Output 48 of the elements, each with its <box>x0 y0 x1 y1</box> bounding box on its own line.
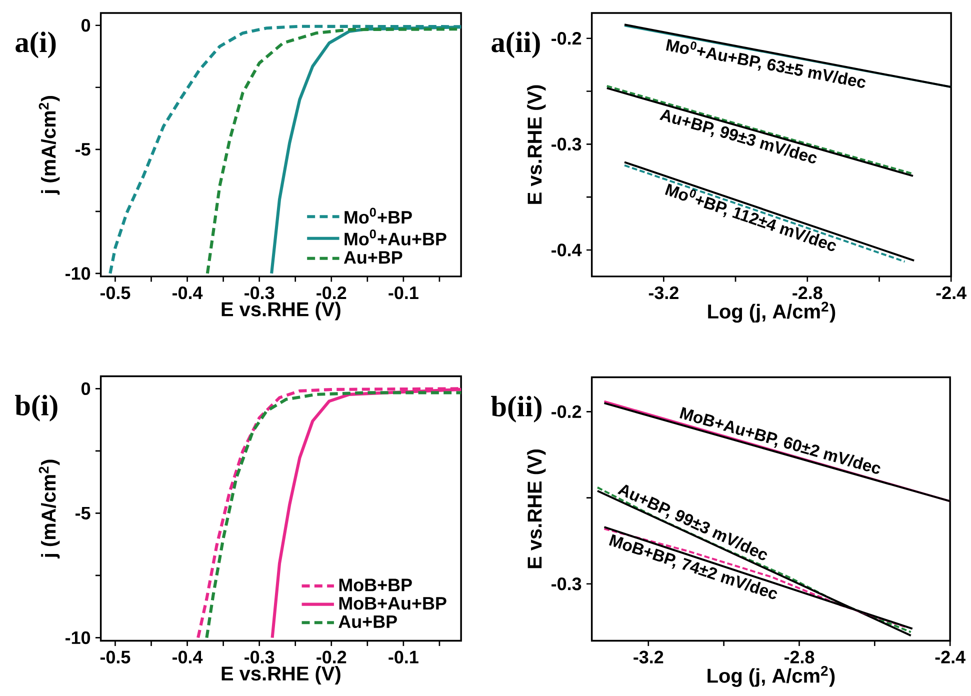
y-axis-title: j (mA/cm$^{2}$) <box>38 96 60 195</box>
legend-label: MoB+BP <box>339 578 412 592</box>
y-tick-label: -0.2 <box>552 32 582 45</box>
legend-label: Au+BP <box>344 251 402 264</box>
x-tick-label: -2.8 <box>792 286 822 300</box>
x-axis-title: E vs.RHE (V) <box>222 666 340 685</box>
y-tick-label: -10 <box>66 632 90 644</box>
x-tick-label: -0.3 <box>244 650 274 664</box>
y-tick-label: -5 <box>76 143 90 156</box>
x-tick-label: -0.5 <box>100 650 130 664</box>
y-tick-label: -5 <box>76 507 90 520</box>
y-tick-label: -0.3 <box>552 578 582 590</box>
x-axis-title: Log (j, A/cm$^{2}$) <box>708 666 835 688</box>
x-axis-title: Log (j, A/cm$^{2}$) <box>708 302 836 323</box>
x-tick-label: -0.2 <box>316 650 346 664</box>
x-tick-label: -0.2 <box>316 286 346 300</box>
x-axis-title: E vs.RHE (V) <box>222 302 340 320</box>
x-tick-label: -2.4 <box>936 286 966 300</box>
y-tick-label: -0.4 <box>552 244 582 257</box>
y-tick-label: 0 <box>82 19 90 32</box>
x-tick-label: -2.4 <box>935 650 966 664</box>
legend-label: Mo$^{0}$+BP <box>344 208 412 224</box>
legend-label: MoB+Au+BP <box>339 597 446 610</box>
annotation: Mo$^{0}$+Au+BP, 63±5 mV/dec <box>666 39 866 88</box>
text: b(i) <box>15 395 58 422</box>
x-tick-label: -3.2 <box>634 650 664 664</box>
annotation: Au+BP, 99±3 mV/dec <box>659 110 817 164</box>
y-tick-label: 0 <box>82 382 90 396</box>
x-tick-label: -0.1 <box>388 650 418 664</box>
x-tick-label: -0.4 <box>172 650 203 664</box>
y-axis-title: E vs.RHE (V) <box>527 85 546 204</box>
x-tick-label: -2.8 <box>784 650 814 664</box>
legend-label: Au+BP <box>338 616 397 628</box>
legend-label: Mo$^{0}$+Au+BP <box>344 230 446 246</box>
text: b(ii) <box>491 396 542 423</box>
text: a(ii) <box>492 32 540 58</box>
x-tick-label: -0.3 <box>244 286 274 300</box>
text: a(i) <box>16 32 56 58</box>
y-axis-title: j (mA/cm$^{2}$) <box>38 460 60 559</box>
y-tick-label: -10 <box>66 267 90 280</box>
x-tick-label: -0.1 <box>388 286 418 300</box>
y-axis-title: E vs.RHE (V) <box>527 450 546 568</box>
annotation: Mo$^{0}$+BP, 112±4 mV/dec <box>664 184 836 252</box>
x-tick-label: -0.5 <box>100 286 130 300</box>
y-tick-label: -0.2 <box>552 406 582 418</box>
x-tick-label: -3.2 <box>648 286 678 300</box>
y-tick-label: -0.3 <box>552 138 582 151</box>
x-tick-label: -0.4 <box>172 286 203 300</box>
